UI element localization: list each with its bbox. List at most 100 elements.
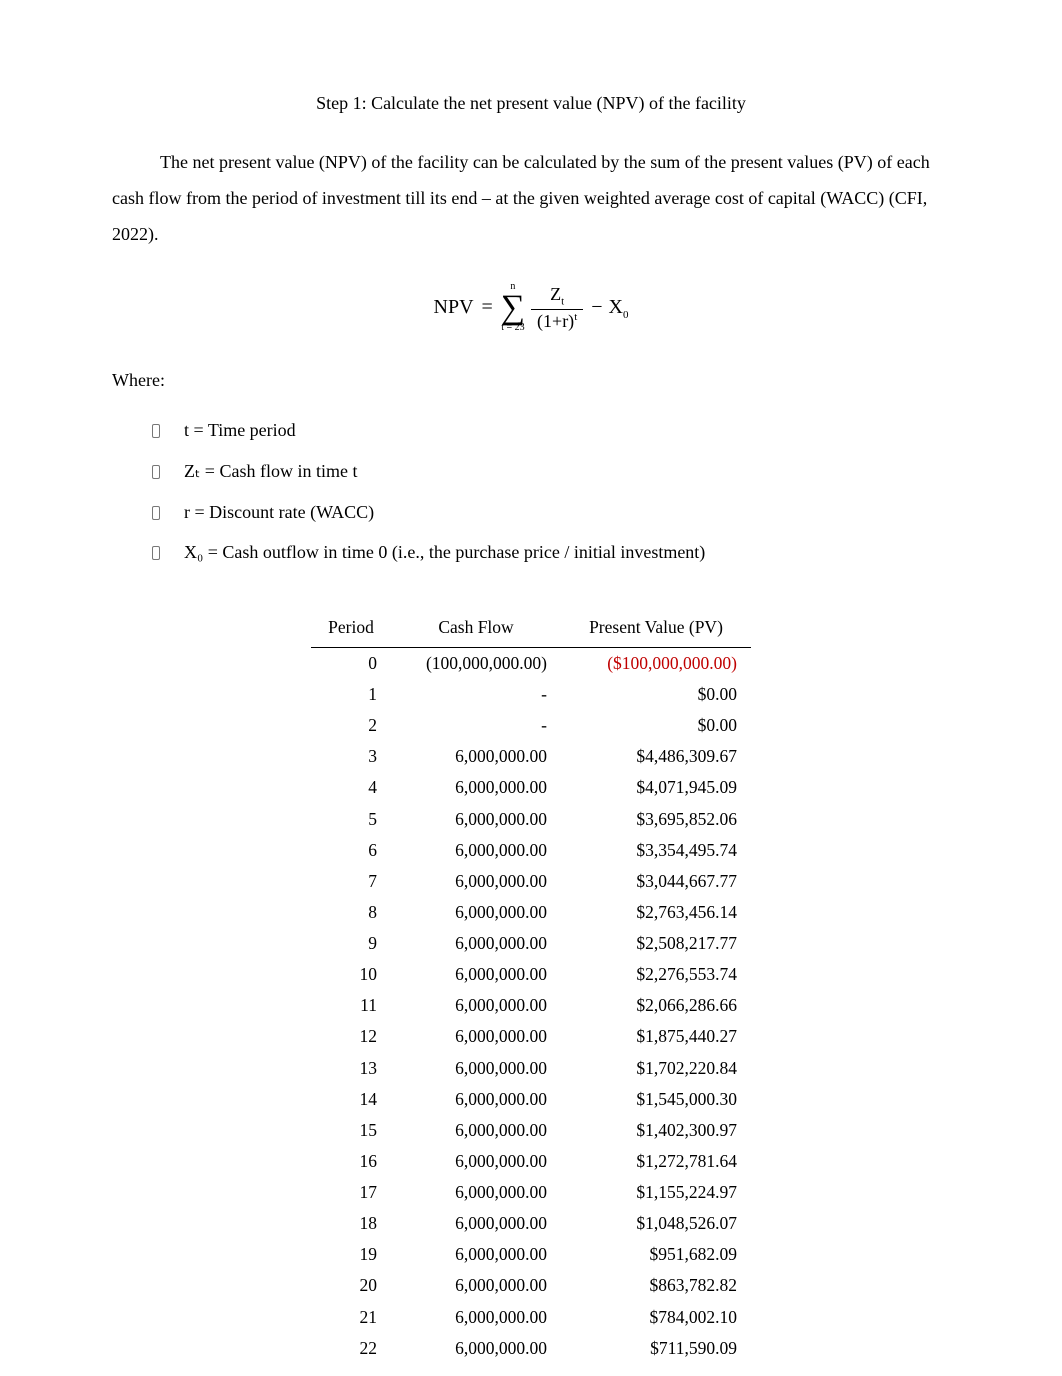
cell-pv: $1,402,300.97 [561,1115,751,1146]
cell-period: 1 [311,679,391,710]
formula-equals: = [482,292,493,323]
fraction-den: (1+r)t [531,309,583,330]
table-row: 2-$0.00 [311,710,751,741]
table-row: 226,000,000.00$711,590.09 [311,1333,751,1364]
table-row: 66,000,000.00$3,354,495.74 [311,835,751,866]
tail-sub: 0 [623,309,629,321]
cell-pv: $711,590.09 [561,1333,751,1364]
intro-paragraph: The net present value (NPV) of the facil… [112,144,950,252]
cell-pv: $3,354,495.74 [561,835,751,866]
table-body: 0(100,000,000.00)($100,000,000.00)1-$0.0… [311,647,751,1363]
formula-tail: X0 [609,292,629,324]
cell-period: 18 [311,1208,391,1239]
cell-period: 22 [311,1333,391,1364]
cell-cashflow: 6,000,000.00 [391,741,561,772]
col-period: Period [311,612,391,648]
cell-period: 16 [311,1146,391,1177]
cell-cashflow: 6,000,000.00 [391,1333,561,1364]
den-sup: t [574,311,577,323]
cell-pv: $951,682.09 [561,1239,751,1270]
cell-cashflow: 6,000,000.00 [391,1302,561,1333]
cell-cashflow: 6,000,000.00 [391,1021,561,1052]
cell-cashflow: 6,000,000.00 [391,866,561,897]
cell-period: 0 [311,647,391,679]
table-row: 186,000,000.00$1,048,526.07 [311,1208,751,1239]
cell-period: 20 [311,1270,391,1301]
cell-cashflow: 6,000,000.00 [391,1208,561,1239]
cell-period: 13 [311,1053,391,1084]
cell-cashflow: - [391,679,561,710]
cell-period: 3 [311,741,391,772]
table-row: 0(100,000,000.00)($100,000,000.00) [311,647,751,679]
cell-cashflow: (100,000,000.00) [391,647,561,679]
cell-pv: $2,508,217.77 [561,928,751,959]
table-header-row: Period Cash Flow Present Value (PV) [311,612,751,648]
cell-cashflow: 6,000,000.00 [391,804,561,835]
where-label: Where: [112,367,950,395]
cell-cashflow: 6,000,000.00 [391,1177,561,1208]
num-main: Z [550,284,561,304]
table-row: 76,000,000.00$3,044,667.77 [311,866,751,897]
cell-pv: $0.00 [561,679,751,710]
table-row: 46,000,000.00$4,071,945.09 [311,772,751,803]
cell-period: 21 [311,1302,391,1333]
cell-cashflow: 6,000,000.00 [391,1115,561,1146]
def-item: Zₜ = Cash flow in time t [152,456,950,487]
table-row: 206,000,000.00$863,782.82 [311,1270,751,1301]
table-row: 166,000,000.00$1,272,781.64 [311,1146,751,1177]
cell-pv: $4,486,309.67 [561,741,751,772]
cell-pv: $2,276,553.74 [561,959,751,990]
cell-cashflow: 6,000,000.00 [391,835,561,866]
cell-cashflow: 6,000,000.00 [391,897,561,928]
num-sub: t [561,295,564,307]
cell-cashflow: 6,000,000.00 [391,1146,561,1177]
table-row: 96,000,000.00$2,508,217.77 [311,928,751,959]
cell-cashflow: 6,000,000.00 [391,990,561,1021]
cell-cashflow: 6,000,000.00 [391,928,561,959]
table-row: 126,000,000.00$1,875,440.27 [311,1021,751,1052]
cell-period: 8 [311,897,391,928]
cell-period: 10 [311,959,391,990]
table-row: 156,000,000.00$1,402,300.97 [311,1115,751,1146]
cell-cashflow: 6,000,000.00 [391,1084,561,1115]
npv-formula: NPV = n ∑ t = 23 Zt (1+r)t − X0 [112,282,950,334]
cell-pv: $4,071,945.09 [561,772,751,803]
cell-pv: $1,155,224.97 [561,1177,751,1208]
sigma-block: n ∑ t = 23 [501,282,525,334]
definitions-list: t = Time period Zₜ = Cash flow in time t… [112,415,950,567]
table-row: 36,000,000.00$4,486,309.67 [311,741,751,772]
den-left: (1+r) [537,311,574,331]
table-row: 196,000,000.00$951,682.09 [311,1239,751,1270]
cell-period: 19 [311,1239,391,1270]
tail-main: X [609,296,623,318]
step-title: Step 1: Calculate the net present value … [112,90,950,118]
cell-pv: $863,782.82 [561,1270,751,1301]
cell-period: 9 [311,928,391,959]
table-row: 116,000,000.00$2,066,286.66 [311,990,751,1021]
cell-cashflow: 6,000,000.00 [391,1239,561,1270]
table-row: 1-$0.00 [311,679,751,710]
pv-table-wrap: Period Cash Flow Present Value (PV) 0(10… [112,612,950,1364]
formula-minus: − [591,292,602,323]
table-row: 146,000,000.00$1,545,000.30 [311,1084,751,1115]
fraction: Zt (1+r)t [531,285,583,331]
def-item: r = Discount rate (WACC) [152,497,950,528]
cell-pv: $3,695,852.06 [561,804,751,835]
cell-pv: $1,048,526.07 [561,1208,751,1239]
cell-pv: $2,066,286.66 [561,990,751,1021]
fraction-num: Zt [544,285,570,310]
col-pv: Present Value (PV) [561,612,751,648]
cell-period: 2 [311,710,391,741]
sigma-lower: t = 23 [501,323,524,333]
cell-pv: $1,702,220.84 [561,1053,751,1084]
formula-lhs: NPV [434,292,474,323]
cell-pv: $2,763,456.14 [561,897,751,928]
table-row: 136,000,000.00$1,702,220.84 [311,1053,751,1084]
cell-cashflow: - [391,710,561,741]
cell-pv: $784,002.10 [561,1302,751,1333]
cell-period: 7 [311,866,391,897]
cell-pv: $1,272,781.64 [561,1146,751,1177]
pv-table: Period Cash Flow Present Value (PV) 0(10… [311,612,751,1364]
table-row: 106,000,000.00$2,276,553.74 [311,959,751,990]
table-row: 176,000,000.00$1,155,224.97 [311,1177,751,1208]
